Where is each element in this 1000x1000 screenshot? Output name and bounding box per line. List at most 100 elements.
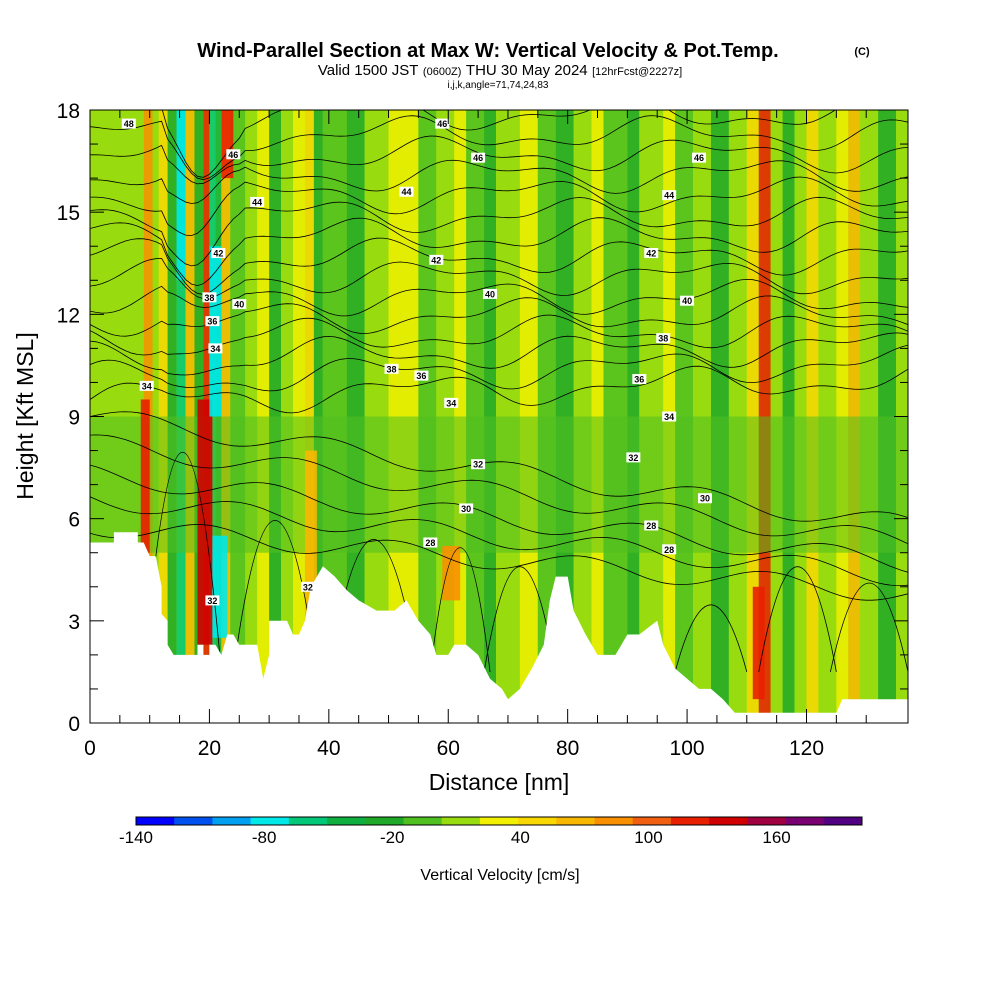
contour-label-bg [399,186,414,197]
contour-label-text: 38 [204,293,214,303]
x-axis: 0 20 40 60 80 100 120 [84,110,867,760]
contour-label-bg [300,581,315,592]
field-core [176,110,186,281]
contour-label-bg [632,374,647,385]
contour-label-text: 34 [142,381,152,391]
contour-label-text: 46 [473,153,483,163]
contour-label-bg [414,370,429,381]
contour-label: 48 [121,118,136,129]
contour-label-bg [211,248,226,259]
forecast-info: [12hrFcst@2227z] [592,66,682,78]
contour-label-bg [444,397,459,408]
y-tick-label: 18 [57,100,80,123]
theta-contour [90,411,908,522]
colorbar-title: Vertical Velocity [cm/s] [420,867,579,884]
x-tick-label: 120 [789,737,824,760]
contour-label-text: 36 [207,317,217,327]
contour-label-text: 34 [664,412,674,422]
plot-area: 48 46 46 46 46 44 44 44 42 42 42 38 40 40 40 36 38 34 38 36… [90,110,908,723]
theta-contour [90,135,908,185]
theta-contour [90,434,908,545]
x-tick-label: 0 [84,737,96,760]
colorbar-segment [670,817,710,825]
contour-label: 32 [205,595,220,606]
theta-contour [90,278,908,317]
colorbar-tick-label: 40 [511,828,530,847]
copyright-mark: (C) [854,46,870,58]
colorbar-segment [327,817,366,825]
contour-label: 40 [680,295,695,306]
colorbar-segment [212,817,251,825]
colorbar-segment [823,817,863,825]
contour-label-bg [384,363,399,374]
colorbar-segment [174,817,213,825]
contour-label-bg [483,288,498,299]
x-axis-label: Distance [nm] [429,769,570,795]
colorbar-tick-label: 160 [762,828,790,847]
theta-contour [90,524,908,601]
contour-label-text: 36 [634,375,644,385]
terrain-mask [90,532,908,723]
theta-contour [90,464,908,573]
contour-label-text: 46 [694,153,704,163]
theta-contour [674,604,748,673]
contour-label-text: 42 [431,255,441,265]
field-core [221,110,234,179]
contour-label: 42 [211,248,226,259]
field-core [212,535,228,638]
contour-labels: 48 46 46 46 46 44 44 44 42 42 42 38 40 40 40 36 38 34 38 36… [121,118,712,606]
valid-prefix: Valid 1500 JST [318,62,419,79]
y-tick-label: 0 [68,713,80,736]
vertical-velocity-field [90,110,908,723]
contour-label: 34 [208,343,223,354]
contour-label-text: 28 [664,545,674,555]
contour-label: 40 [483,288,498,299]
theta-contour [90,365,908,414]
y-tick-label: 12 [57,304,80,327]
contour-label-bg [208,343,223,354]
contour-label-bg [662,190,677,201]
colorbar-segment [594,817,634,825]
chart-title: Wind-Parallel Section at Max W: Vertical… [197,40,778,62]
theta-contour [90,159,908,204]
contour-label: 40 [232,299,247,310]
contour-label-bg [644,520,659,531]
colorbar-segment [441,817,481,825]
theta-contour [90,496,908,587]
colorbar-tick-label: -140 [119,828,153,847]
contour-label-text: 32 [303,582,313,592]
contour-label-bg [662,411,677,422]
contour-label-text: 32 [473,460,483,470]
theta-contour [829,582,908,673]
contour-label: 30 [459,503,474,514]
contour-label-text: 32 [207,596,217,606]
theta-contour [232,520,318,672]
x-tick-label: 40 [317,737,340,760]
contour-label-bg [232,299,247,310]
colorbar-segment [365,817,404,825]
theta-contour [758,566,837,672]
contour-label-bg [680,295,695,306]
field-core [442,545,461,601]
contour-label: 42 [429,254,444,265]
contour-label: 36 [632,374,647,385]
contour-label: 32 [300,581,315,592]
theta-contour [90,314,908,356]
contour-label: 42 [644,248,659,259]
theta-contour [90,332,908,376]
colorbar-segment [250,817,290,825]
colorbar-tick-label: 100 [634,828,662,847]
colorbar-segment [136,817,175,825]
contour-label-text: 44 [252,197,262,207]
contour-label-text: 40 [485,289,495,299]
colorbar-segment [288,817,328,825]
theta-contours [90,110,908,673]
contour-label: 46 [226,149,241,160]
field-core [197,399,213,645]
valid-date: THU 30 May 2024 [466,62,588,79]
contour-label: 28 [662,544,677,555]
contour-label-bg [656,333,671,344]
y-tick-label: 3 [68,611,80,634]
theta-contour [90,115,908,181]
contour-label-bg [226,149,241,160]
